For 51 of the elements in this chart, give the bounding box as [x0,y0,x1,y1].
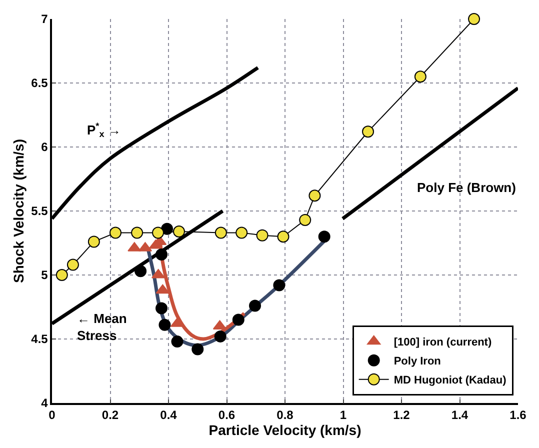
point [256,229,268,242]
point [171,336,184,348]
legend-label: [100] iron (current) [394,336,492,349]
point [214,330,226,342]
point [214,226,227,239]
legend-label: Poly Iron [394,356,442,368]
y-tick-label: 4.5 [31,332,48,346]
point [131,226,144,239]
x-tick-label: 1.4 [451,408,468,422]
point [414,70,426,83]
point [66,258,79,271]
point [249,300,261,312]
y-tick-label: 6.5 [31,76,48,90]
annotation: Poly Fe (Brown) [417,180,516,195]
point [158,318,171,331]
point [56,269,68,281]
point [109,226,122,239]
legend-label: MD Hugoniot (Kadau) [394,374,507,387]
x-tick-label: 0.8 [276,408,294,422]
point [236,226,248,239]
x-tick-label: 1 [340,408,347,422]
x-axis-title: Particle Velocity (km/s) [208,422,362,438]
x-tick-label: 0.4 [160,408,178,422]
point [318,230,330,243]
y-tick-label: 4 [41,396,48,410]
point [308,190,321,202]
x-tick-label: 0.2 [102,408,119,422]
y-tick-label: 5 [41,268,48,282]
y-tick-label: 5.5 [31,204,48,218]
point [192,343,204,356]
annotation: P$^{*}$$_{x}$ → [87,121,121,140]
x-tick-label: 0 [48,408,56,422]
annotation: ← Mean Stress [77,311,127,343]
y-tick-label: 7 [41,12,48,26]
point [134,265,147,278]
point [156,248,168,261]
point [232,314,244,326]
point [468,13,480,25]
point [277,230,290,243]
point [156,302,168,314]
y-tick-label: 6 [41,140,48,154]
point [172,225,185,238]
point [362,126,374,138]
x-tick-label: 1.2 [393,408,410,422]
x-tick-label: 0.6 [218,408,236,422]
point [88,236,100,248]
point [299,214,312,226]
x-tick-label: 1.6 [510,408,527,422]
point [152,226,164,239]
y-axis-title: Shock Velocity (km/s) [10,139,26,283]
point [273,279,286,292]
